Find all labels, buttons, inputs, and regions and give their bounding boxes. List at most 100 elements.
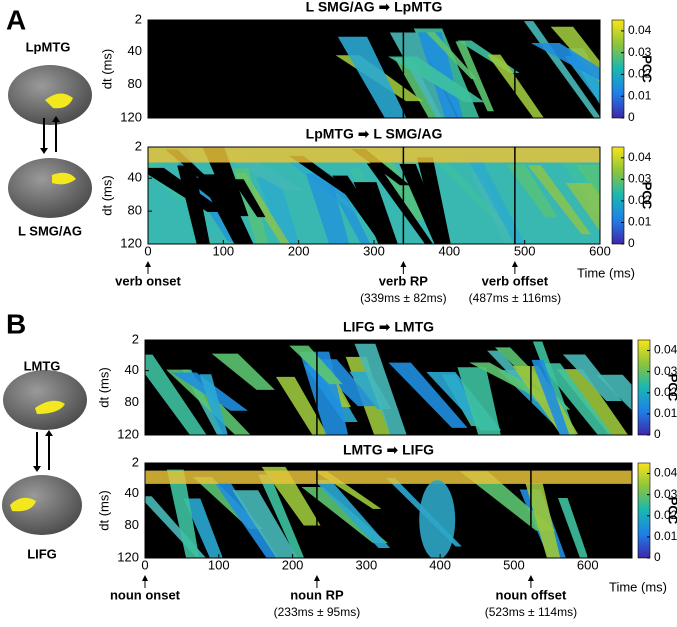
annotation-label: verb RP [379, 273, 428, 288]
heatmap-cell [419, 480, 456, 558]
heatmap-cell [388, 362, 468, 428]
heatmap-cell [305, 173, 350, 244]
heatmap-cell [258, 474, 305, 558]
heatmap-cell [314, 479, 391, 549]
y-tick-label: 2 [135, 138, 142, 153]
colorbar-tick-label: 0.03 [628, 45, 652, 59]
colorbar-tick-label: 0.01 [654, 406, 677, 420]
panel-label: A [6, 4, 26, 35]
colorbar-tick-label: 0.01 [654, 529, 677, 543]
colorbar-tick-label: 0.01 [628, 215, 652, 229]
x-axis-label: Time (ms) [609, 579, 667, 594]
heatmap-cell [471, 172, 513, 244]
heatmap-cell [199, 374, 228, 435]
heatmap-cell [232, 490, 298, 558]
heatmap-cell [256, 177, 300, 244]
heatmap-cell [416, 157, 451, 244]
annotation-arrowhead [142, 575, 148, 581]
heatmap-cell [455, 41, 494, 112]
annotation [400, 261, 407, 274]
region-label: LpMTG [26, 39, 71, 54]
annotation-arrowhead [145, 261, 151, 267]
heatmap-cell [145, 354, 207, 435]
chart-title: L SMG/AG ➡ LpMTG [306, 0, 443, 15]
region-label: L SMG/AG [18, 223, 82, 238]
colorbar-tick-label: 0.04 [654, 466, 677, 480]
x-tick-label: 200 [288, 243, 310, 258]
heatmap-cell [506, 164, 558, 218]
heatmap-cell [565, 182, 600, 232]
x-tick-label: 0 [141, 557, 148, 572]
heatmap-cell [215, 484, 279, 558]
colorbar-label: PCC [666, 374, 677, 402]
y-tick-label: 120 [120, 109, 142, 124]
heatmap-cell [388, 56, 485, 103]
colorbar-tick-label: 0.01 [628, 88, 652, 102]
annotation-label: noun offset [496, 587, 567, 602]
plot-frame [147, 19, 601, 119]
colorbar-tick-label: 0.03 [654, 364, 677, 378]
y-tick-label: 120 [117, 426, 139, 441]
colorbar [637, 462, 651, 559]
annotation-arrowhead [313, 575, 320, 581]
annotation [511, 261, 518, 274]
x-tick-label: 100 [208, 557, 230, 572]
plot-frame [144, 462, 633, 559]
y-tick-label: 40 [125, 362, 139, 377]
heatmap-cell [527, 165, 591, 235]
y-tick-label: 40 [128, 170, 142, 185]
heatmap-cell [426, 32, 478, 80]
heatmap-cell [463, 152, 526, 244]
x-tick-label: 600 [589, 243, 611, 258]
colorbar-tick-label: 0.03 [654, 487, 677, 501]
annotation-sublabel: (487ms ± 116ms) [469, 291, 561, 305]
y-axis-label: dt (ms) [99, 175, 114, 215]
heatmap-cell [183, 498, 223, 558]
annotation [145, 261, 151, 274]
heatmap-cell [457, 367, 501, 435]
y-tick-label: 80 [125, 394, 139, 409]
y-axis-label: dt (ms) [96, 490, 111, 530]
annotation-sublabel: (523ms ± 114ms) [485, 605, 577, 619]
heatmap-cell [366, 163, 433, 244]
x-tick-label: 500 [514, 243, 536, 258]
colorbar-tick-label: 0 [628, 236, 635, 250]
heatmap-cell [531, 359, 570, 435]
colorbar-tick-label: 0.02 [654, 508, 677, 522]
heatmap-cell [197, 174, 254, 244]
heatmap-cell [337, 36, 407, 118]
annotation-label: verb offset [482, 273, 549, 288]
heatmap-cell [575, 164, 600, 197]
colorbar-label: PCC [640, 55, 655, 83]
heatmap-cell [550, 26, 600, 83]
annotation-arrowhead [511, 261, 518, 267]
heatmap-cell [177, 165, 210, 244]
colorbar-tick-label: 0.04 [628, 150, 652, 164]
y-tick-label: 80 [128, 76, 142, 91]
chart-title: LpMTG ➡ L SMG/AG [306, 126, 443, 142]
y-axis-label: dt (ms) [99, 49, 114, 89]
heatmap-cell [299, 351, 349, 435]
x-tick-label: 300 [363, 243, 385, 258]
y-tick-label: 80 [125, 517, 139, 532]
annotation-sublabel: (233ms ± 95ms) [274, 605, 361, 619]
heatmap-cell [525, 483, 561, 558]
heatmap-band [145, 470, 632, 484]
colorbar-tick-label: 0.04 [628, 23, 652, 37]
x-tick-label: 500 [503, 557, 525, 572]
y-tick-label: 80 [128, 203, 142, 218]
chart-title: LMTG ➡ LIFG [343, 442, 434, 458]
y-tick-label: 40 [125, 485, 139, 500]
colorbar-tick-label: 0 [628, 110, 635, 124]
colorbar-tick-label: 0.03 [628, 172, 652, 186]
x-axis-label: Time (ms) [577, 265, 635, 280]
heatmap-cell [399, 164, 448, 244]
heatmap-cell [354, 343, 407, 435]
x-tick-label: 400 [438, 243, 460, 258]
annotation-label: verb onset [115, 273, 181, 288]
y-tick-label: 2 [132, 331, 139, 346]
annotation-arrowhead [400, 261, 407, 267]
heatmap-cell [558, 497, 589, 558]
annotation-label: noun RP [290, 587, 344, 602]
